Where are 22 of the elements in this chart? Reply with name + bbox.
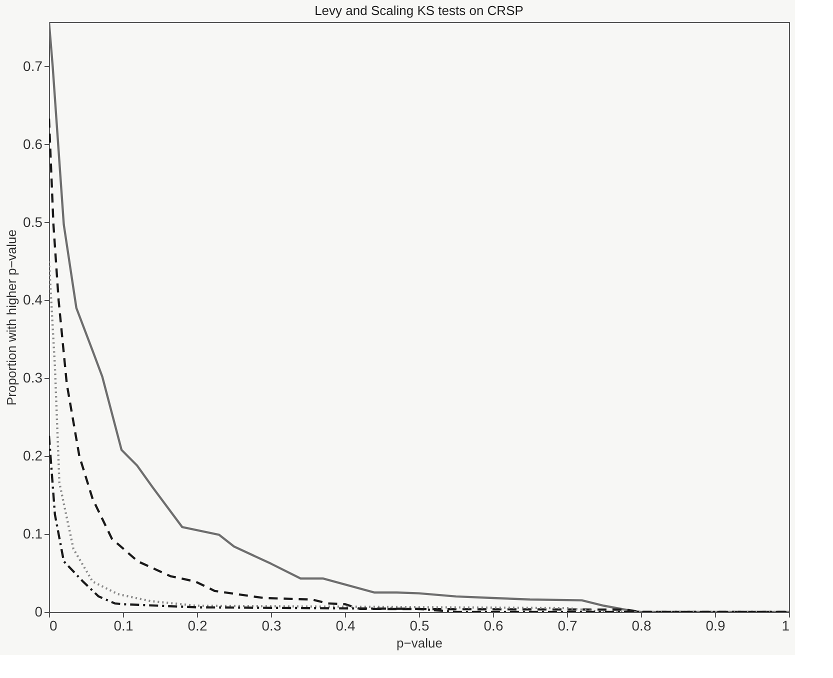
y-tick-label: 0	[34, 604, 43, 620]
x-tick-label: 0.2	[188, 618, 208, 634]
x-tick-label: 0.9	[706, 618, 726, 634]
x-tick-label: 0.8	[632, 618, 652, 634]
x-tick-label: 1	[782, 618, 790, 634]
x-tick-label: 0.6	[484, 618, 504, 634]
x-tick-label: 0.4	[336, 618, 356, 634]
chart-title: Levy and Scaling KS tests on CRSP	[314, 3, 524, 18]
y-axis-title: Proportion with higher p−value	[4, 230, 20, 406]
x-tick-label: 0.1	[114, 618, 134, 634]
y-tick-label: 0.7	[23, 58, 43, 74]
y-tick-label: 0.2	[23, 448, 43, 464]
x-tick-label: 0.7	[558, 618, 578, 634]
y-tick-label: 0.5	[23, 214, 43, 230]
y-tick-label: 0.6	[23, 136, 43, 152]
y-tick-label: 0.3	[23, 370, 43, 386]
y-tick-label: 0.1	[23, 526, 43, 542]
x-tick-label: 0.5	[410, 618, 430, 634]
x-tick-label: 0	[50, 618, 58, 634]
x-tick-label: 0.3	[262, 618, 282, 634]
x-axis-title: p−value	[396, 636, 442, 650]
y-tick-label: 0.4	[23, 292, 43, 308]
